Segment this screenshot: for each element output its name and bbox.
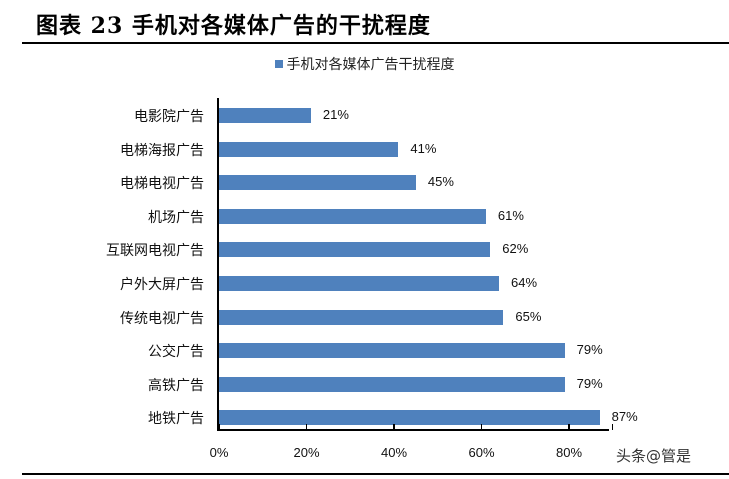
category-label: 户外大屏广告 (120, 277, 204, 293)
bar (219, 309, 504, 325)
title-divider (22, 42, 729, 44)
bar (219, 141, 399, 157)
bottom-divider (22, 473, 729, 475)
value-label: 61% (497, 207, 524, 223)
value-label: 45% (427, 174, 454, 190)
category-label: 互联网电视广告 (106, 243, 204, 260)
watermark: 头条@管是 (616, 447, 692, 465)
chart-title: 图表 23 手机对各媒体广告的干扰程度 (36, 13, 431, 39)
value-label: 41% (410, 140, 437, 156)
category-label: 机场广告 (148, 209, 204, 226)
category-label: 公交广告 (148, 344, 204, 361)
category-label: 电梯海报广告 (120, 142, 204, 159)
value-label: 87% (611, 409, 638, 425)
x-tick (218, 424, 220, 430)
bar (219, 410, 600, 426)
x-tick (305, 424, 307, 430)
bar (219, 276, 499, 291)
x-tick-label: 0% (209, 445, 229, 460)
value-label: 79% (576, 342, 603, 358)
category-label: 电影院广告 (134, 109, 204, 125)
category-label: 传统电视广告 (120, 310, 204, 327)
x-tick (480, 424, 482, 430)
x-tick (568, 424, 570, 430)
x-tick (611, 424, 614, 430)
value-label: 79% (576, 375, 603, 391)
value-label: 62% (502, 241, 529, 257)
category-label: 高铁广告 (148, 377, 204, 394)
bar (219, 175, 416, 191)
legend: 手机对各媒体广告干扰程度 (0, 54, 729, 74)
x-tick (393, 424, 395, 430)
x-axis (217, 429, 609, 431)
y-axis (217, 98, 219, 430)
value-label: 21% (322, 107, 349, 122)
bar (219, 343, 565, 359)
category-label: 地铁广告 (148, 411, 204, 428)
legend-swatch-icon (274, 60, 283, 68)
bar (219, 208, 486, 224)
category-label: 电梯电视广告 (120, 176, 204, 193)
bar (219, 108, 311, 123)
bar (219, 242, 491, 258)
value-label: 65% (515, 308, 542, 324)
legend-label: 手机对各媒体广告干扰程度 (286, 57, 455, 73)
x-tick-label: 40% (380, 445, 408, 460)
x-tick-label: 80% (555, 445, 583, 460)
bar (219, 376, 565, 392)
value-label: 64% (511, 275, 538, 290)
x-tick-label: 60% (468, 445, 495, 460)
x-tick-label: 20% (293, 445, 320, 460)
